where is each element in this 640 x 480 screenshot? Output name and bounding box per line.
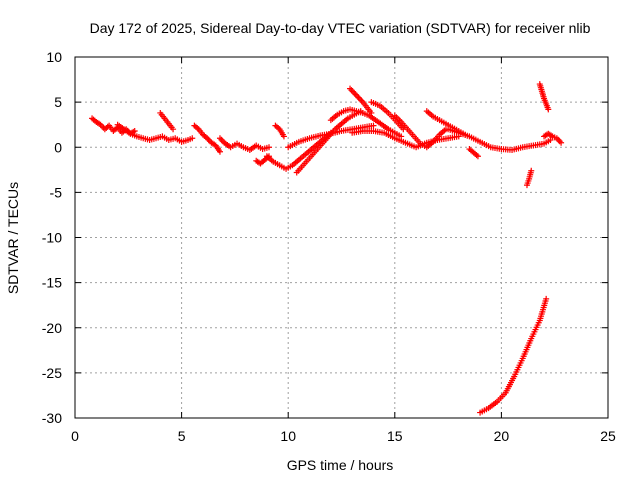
y-axis-label: SDTVAR / TECUs: [5, 182, 21, 294]
data-point: [545, 106, 552, 113]
series-arc-10: [293, 108, 364, 176]
series-arc-14: [349, 128, 462, 151]
data-point: [170, 126, 177, 133]
y-tick-label: 5: [54, 94, 62, 110]
data-point: [558, 139, 565, 146]
x-tick-label: 5: [178, 428, 186, 444]
y-tick-label: -10: [42, 230, 62, 246]
series-arc-4: [191, 122, 223, 155]
series-arc-15: [391, 112, 449, 151]
series-arc-20: [536, 81, 552, 113]
data-point: [368, 109, 375, 116]
series-arc-21: [541, 130, 565, 146]
data-point: [370, 122, 377, 129]
series-arc-11: [327, 106, 405, 140]
y-tick-label: -25: [42, 365, 62, 381]
x-tick-label: 15: [387, 428, 403, 444]
series-arc-8: [272, 122, 287, 140]
y-tick-label: -5: [50, 184, 63, 200]
series-arc-19: [523, 167, 535, 189]
data-point: [547, 137, 554, 144]
data-marks: [89, 81, 565, 416]
data-point: [528, 167, 535, 174]
series-arc-18: [466, 146, 481, 160]
data-point: [543, 295, 550, 302]
x-axis-label: GPS time / hours: [287, 457, 394, 473]
series-arc-13: [368, 99, 407, 133]
series-arc-7: [263, 129, 334, 172]
y-tick-label: -15: [42, 275, 62, 291]
series-arc-22: [477, 295, 550, 416]
series-arc-3: [157, 109, 177, 133]
series-arc-5: [216, 135, 273, 153]
x-tick-label: 10: [280, 428, 296, 444]
y-tick-label: 10: [46, 49, 62, 65]
data-point: [474, 153, 481, 160]
data-point: [216, 148, 223, 155]
y-tick-label: -30: [42, 410, 62, 426]
axis-ticks: 0 5 10 15 20 25 -30 -25 -20 -15 -10 -5 0 5 10: [42, 49, 616, 444]
x-tick-label: 25: [600, 428, 616, 444]
series-arc-2: [114, 121, 196, 145]
data-point: [280, 133, 287, 140]
data-point: [266, 144, 273, 151]
data-point: [189, 135, 196, 142]
x-tick-label: 20: [494, 428, 510, 444]
x-tick-label: 0: [71, 428, 79, 444]
chart-title: Day 172 of 2025, Sidereal Day-to-day VTE…: [90, 20, 591, 36]
series-arc-12: [347, 85, 375, 116]
y-tick-label: -20: [42, 320, 62, 336]
y-tick-label: 0: [54, 139, 62, 155]
series-arc-17: [445, 126, 554, 153]
